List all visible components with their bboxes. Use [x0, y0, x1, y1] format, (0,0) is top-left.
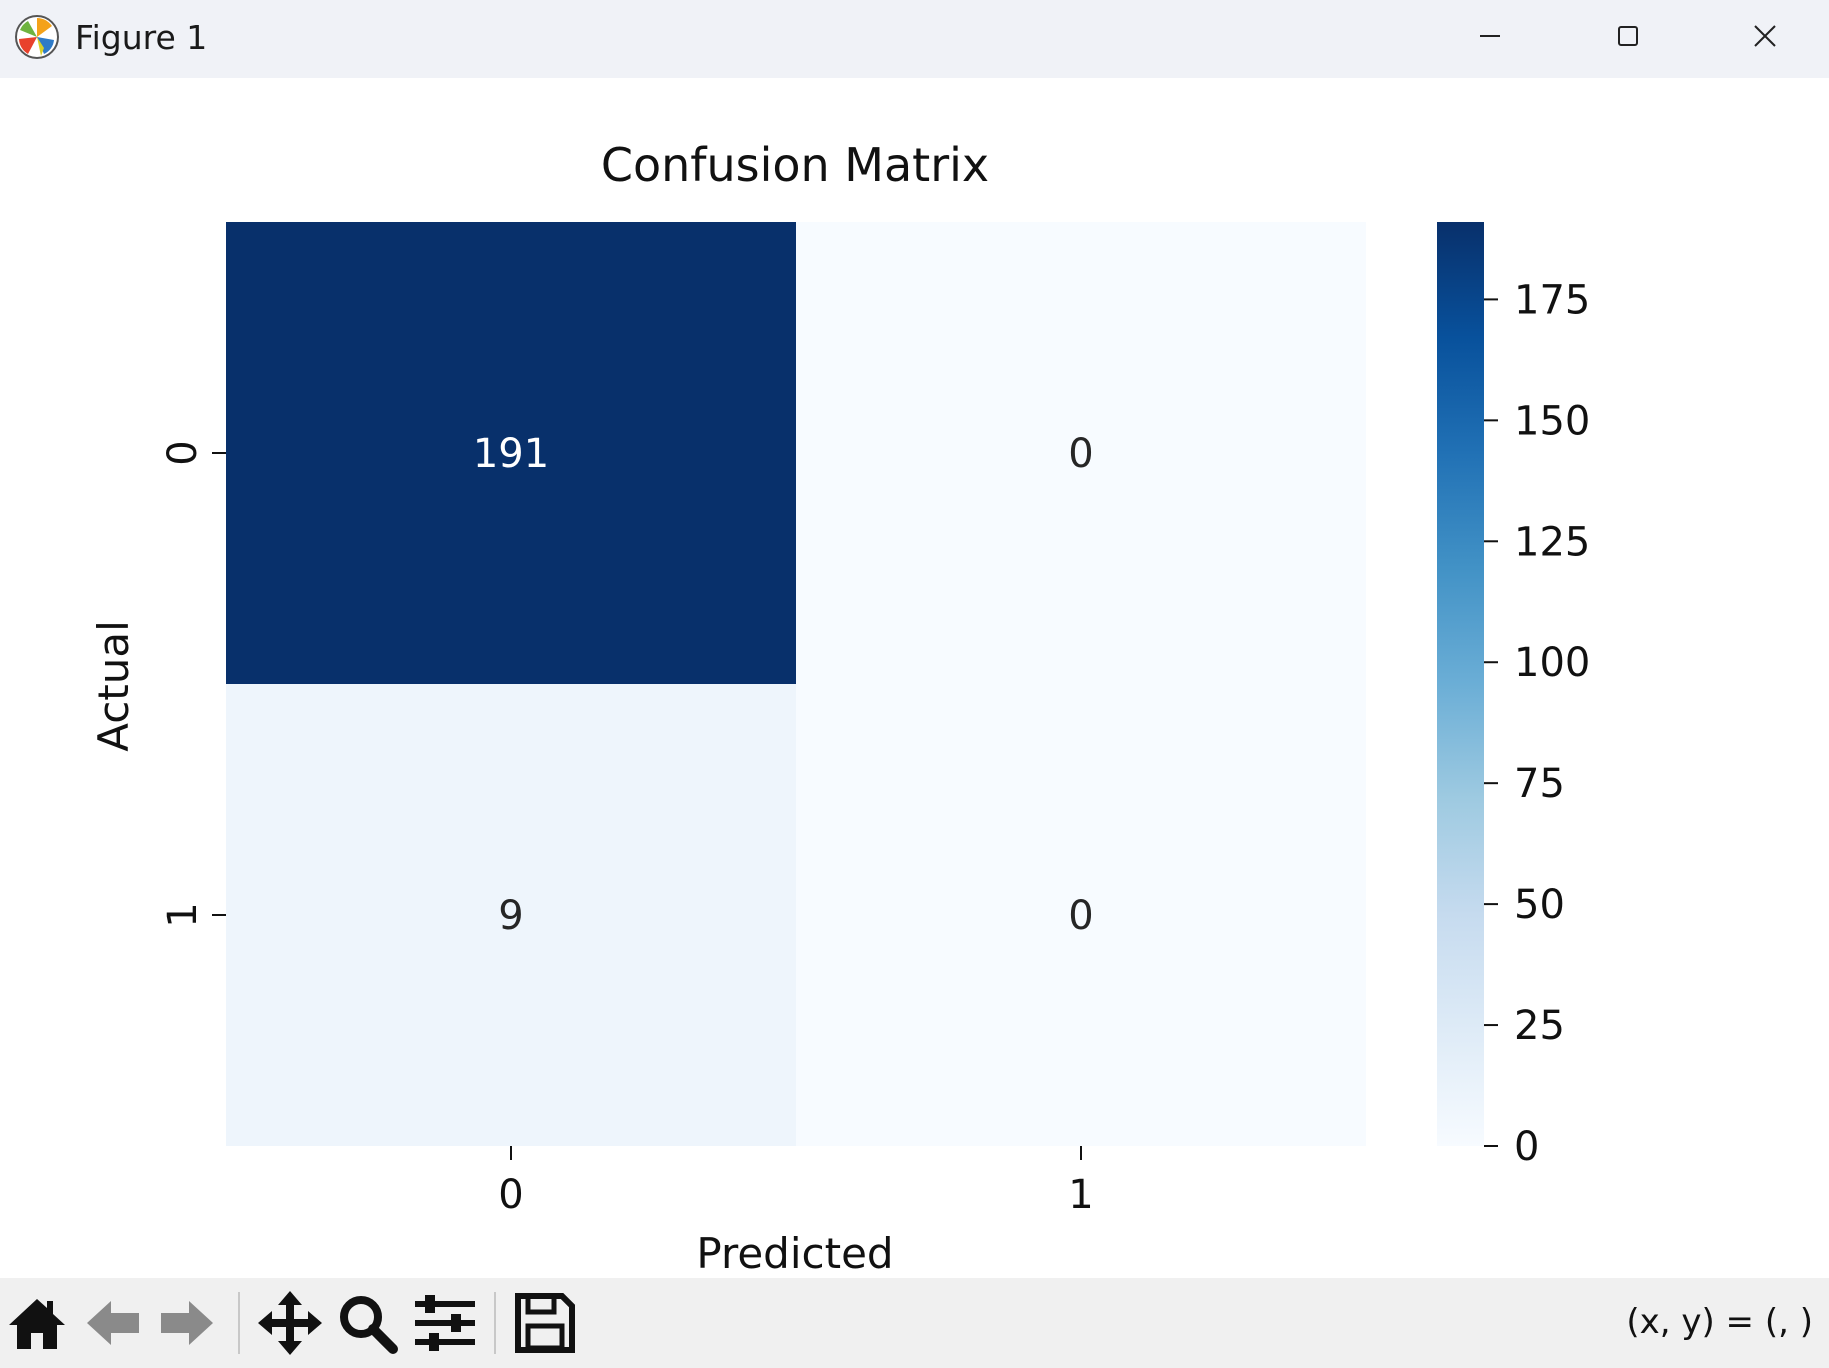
- home-button[interactable]: [4, 1286, 70, 1360]
- maximize-button[interactable]: [1573, 10, 1683, 62]
- navigation-toolbar: (x, y) = (, ): [0, 1278, 1829, 1368]
- heatmap-cell: [796, 222, 1366, 684]
- zoom-button[interactable]: [332, 1286, 402, 1360]
- x-tick-label: 1: [1068, 1172, 1093, 1218]
- heatmap-annotations: 191 0 9 0: [473, 431, 1094, 939]
- matplotlib-icon[interactable]: [14, 14, 60, 60]
- window-title: Figure 1: [75, 18, 208, 57]
- forward-button[interactable]: [154, 1286, 220, 1360]
- back-button[interactable]: [80, 1286, 146, 1360]
- x-tick-label: 0: [498, 1172, 523, 1218]
- colorbar-tick-label: 100: [1514, 640, 1590, 686]
- y-tick-label: 1: [160, 902, 206, 927]
- toolbar-separator: [238, 1292, 240, 1354]
- colorbar-tick-label: 125: [1514, 519, 1590, 565]
- cell-annotation: 0: [1068, 431, 1093, 477]
- x-axis-label: Predicted: [696, 1229, 893, 1278]
- colorbar-tick-label: 75: [1514, 761, 1565, 807]
- maximize-icon: [1618, 26, 1638, 46]
- sliders-icon: [415, 1295, 475, 1351]
- colorbar: [1437, 222, 1484, 1146]
- cell-annotation: 9: [498, 893, 523, 939]
- title-bar: Figure 1: [0, 0, 1829, 78]
- move-icon: [258, 1291, 322, 1355]
- colorbar-ticks: 0 25 50 75 100 125 150 175: [1484, 277, 1590, 1170]
- close-button[interactable]: [1710, 10, 1820, 62]
- heatmap-cell: [226, 222, 796, 684]
- arrow-right-icon: [161, 1301, 213, 1345]
- y-axis-label: Actual: [89, 620, 138, 752]
- coordinate-readout: (x, y) = (, ): [1626, 1302, 1813, 1342]
- colorbar-tick-label: 25: [1514, 1003, 1565, 1049]
- toolbar-separator: [494, 1292, 496, 1354]
- colorbar-tick-label: 0: [1514, 1124, 1539, 1170]
- colorbar-tick-label: 150: [1514, 398, 1590, 444]
- colorbar-tick-label: 50: [1514, 882, 1565, 928]
- pan-button[interactable]: [254, 1286, 326, 1360]
- y-tick-label: 0: [160, 440, 206, 465]
- save-button[interactable]: [510, 1286, 580, 1360]
- save-icon: [515, 1293, 575, 1353]
- configure-subplots-button[interactable]: [410, 1286, 480, 1360]
- minimize-button[interactable]: [1435, 10, 1545, 62]
- chart-title: Confusion Matrix: [601, 138, 989, 192]
- cell-annotation: 0: [1068, 893, 1093, 939]
- minimize-icon: [1480, 35, 1500, 37]
- home-icon: [9, 1299, 65, 1349]
- heatmap-cells: [226, 222, 1366, 1146]
- colorbar-tick-label: 175: [1514, 277, 1590, 323]
- y-axis: 01: [160, 440, 226, 928]
- heatmap-cell: [796, 684, 1366, 1146]
- close-icon: [1754, 25, 1776, 47]
- heatmap-cell: [226, 684, 796, 1146]
- arrow-left-icon: [87, 1301, 139, 1345]
- search-icon: [340, 1296, 398, 1354]
- cell-annotation: 191: [473, 431, 549, 477]
